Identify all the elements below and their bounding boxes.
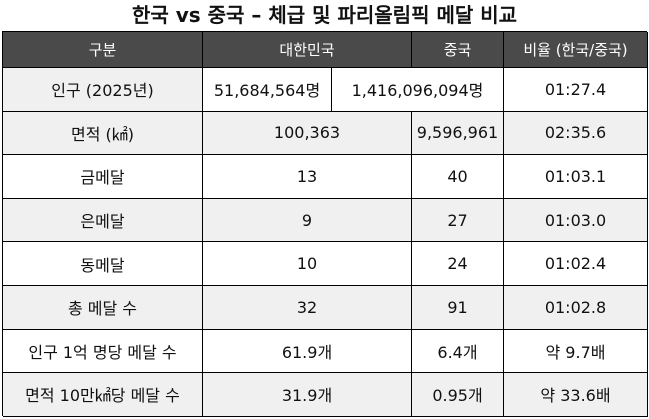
cell-korea-area: 100,363 [203, 111, 412, 156]
cell-ratio-total: 01:02.8 [504, 285, 648, 330]
cell-ratio-bronze: 01:02.4 [504, 242, 648, 286]
cell-china-total: 91 [412, 285, 504, 330]
cell-korea-gold: 13 [203, 155, 412, 199]
cell-china-per-population: 6.4개 [412, 329, 504, 374]
cell-china-population: 1,416,096,094명 [332, 68, 504, 112]
header-category: 구분 [3, 32, 203, 68]
cell-china-bronze: 24 [412, 242, 504, 286]
cell-korea-silver: 9 [203, 198, 412, 243]
row-label-silver: 은메달 [3, 198, 203, 243]
cell-korea-total: 32 [203, 285, 412, 330]
row-label-per-area: 면적 10만㎢당 메달 수 [3, 373, 203, 417]
cell-korea-population: 51,684,564명 [203, 68, 332, 112]
cell-ratio-gold: 01:03.1 [504, 155, 648, 199]
cell-ratio-silver: 01:03.0 [504, 198, 648, 243]
row-label-gold: 금메달 [3, 155, 203, 199]
cell-korea-per-population: 61.9개 [203, 329, 412, 374]
comparison-table: 구분 대한민국 중국 비율 (한국/중국) 인구 (2025년) 51,684,… [2, 31, 648, 417]
cell-korea-per-area: 31.9개 [203, 373, 412, 417]
header-korea: 대한민국 [203, 32, 412, 68]
cell-ratio-population: 01:27.4 [504, 68, 648, 112]
header-china: 중국 [412, 32, 504, 68]
cell-china-area: 9,596,961 [412, 111, 504, 156]
table-title: 한국 vs 중국 – 체급 및 파리올림픽 메달 비교 [131, 3, 518, 27]
row-label-bronze: 동메달 [3, 242, 203, 286]
row-label-area: 면적 (㎢) [3, 111, 203, 156]
cell-china-silver: 27 [412, 198, 504, 243]
row-label-per-population: 인구 1억 명당 메달 수 [3, 329, 203, 374]
row-label-population: 인구 (2025년) [3, 68, 203, 112]
cell-china-per-area: 0.95개 [412, 373, 504, 417]
header-ratio: 비율 (한국/중국) [504, 32, 648, 68]
cell-ratio-per-area: 약 33.6배 [504, 373, 648, 417]
cell-korea-bronze: 10 [203, 242, 412, 286]
cell-china-gold: 40 [412, 155, 504, 199]
cell-ratio-area: 02:35.6 [504, 111, 648, 156]
cell-ratio-per-population: 약 9.7배 [504, 329, 648, 374]
row-label-total: 총 메달 수 [3, 285, 203, 330]
